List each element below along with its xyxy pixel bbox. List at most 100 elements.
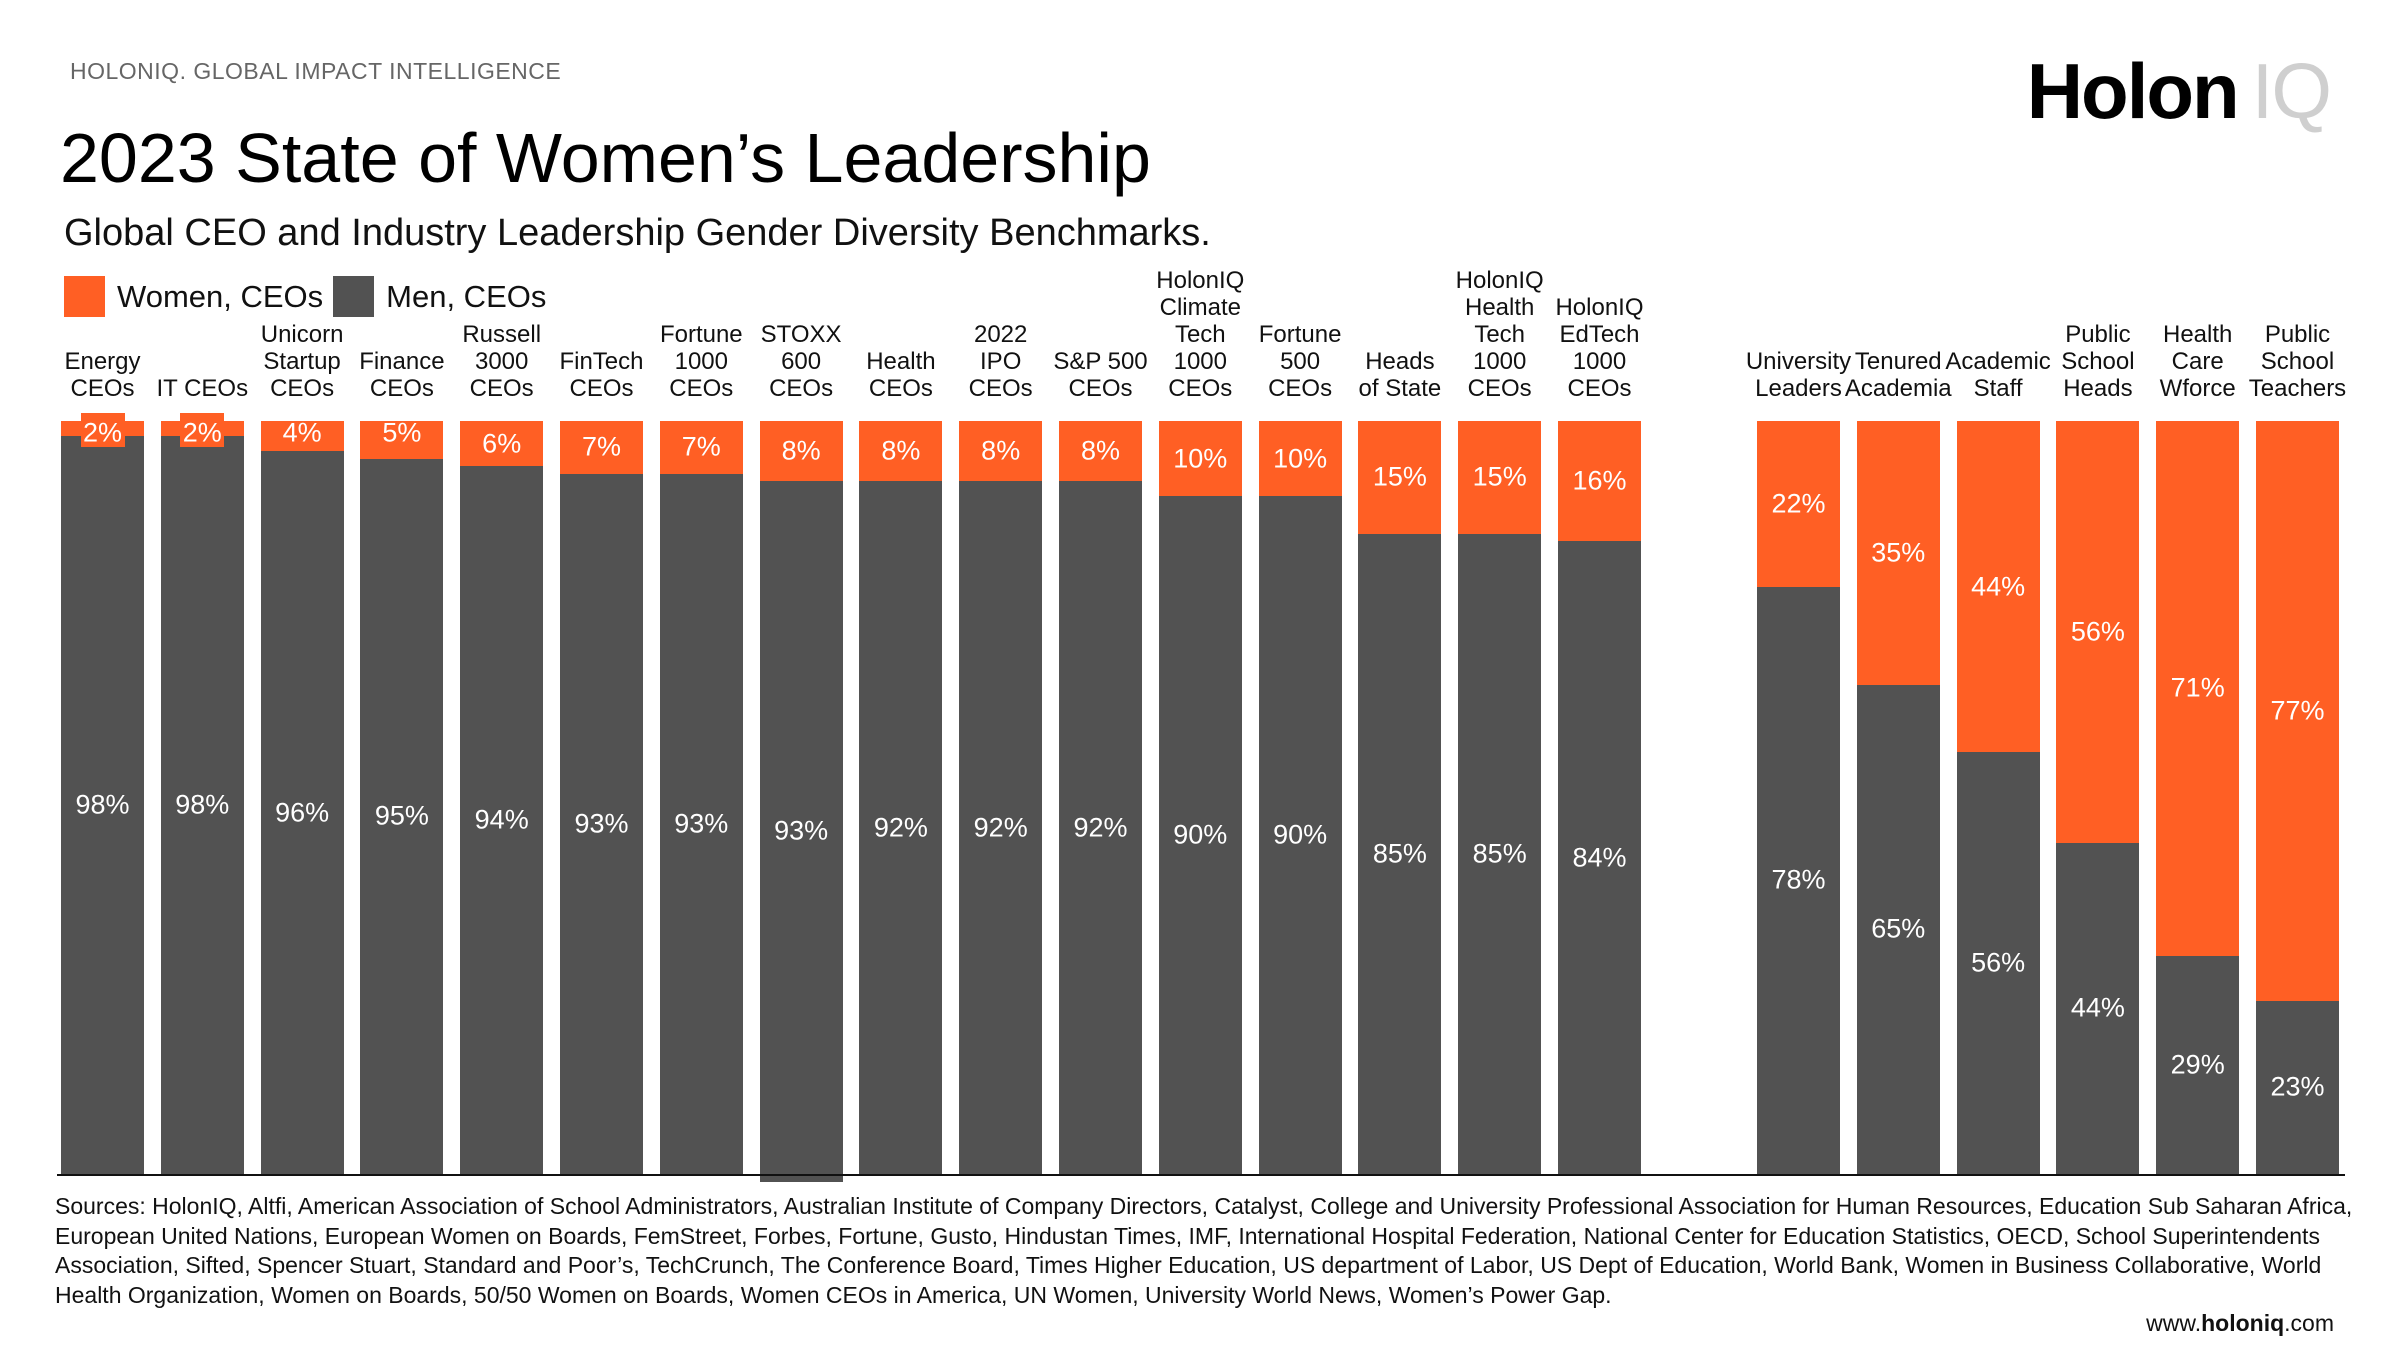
bar-women: [2156, 421, 2240, 956]
men-value-label: 98%: [75, 789, 130, 820]
category-label: Fortune 500 CEOs: [1258, 321, 1342, 402]
site-suffix: .com: [2284, 1310, 2334, 1336]
category-label: STOXX 600 CEOs: [760, 321, 842, 402]
men-value-label: 65%: [1871, 913, 1926, 944]
men-value-label: 56%: [1971, 947, 2026, 978]
category-label: Heads of State: [1358, 348, 1442, 402]
category-label: FinTech CEOs: [559, 348, 644, 402]
category-label: HolonIQ Climate Tech 1000 CEOs: [1156, 267, 1245, 402]
bar-women: [1258, 421, 1342, 497]
bar-men: [1358, 533, 1442, 1174]
bar-men: [659, 473, 743, 1174]
bar-women: [460, 421, 544, 467]
women-value-label: 10%: [1273, 443, 1328, 474]
chart-subtitle: Global CEO and Industry Leadership Gende…: [64, 212, 1211, 254]
legend-item-men: Men, CEOs: [333, 276, 546, 317]
bar-men: [1757, 586, 1840, 1174]
bar-men: [759, 481, 843, 1182]
men-value-label: 94%: [474, 804, 529, 835]
bar-women: [1856, 421, 1940, 685]
bar-women: [1358, 421, 1442, 534]
women-value-label: 7%: [581, 431, 622, 462]
women-value-label: 7%: [681, 431, 721, 462]
men-value-label: 85%: [1472, 838, 1527, 869]
men-value-label: 98%: [175, 789, 230, 820]
women-value-label: 4%: [282, 417, 322, 448]
legend-item-women: Women, CEOs: [64, 276, 323, 317]
bar-women: [1956, 421, 2040, 753]
category-label: Russell 3000 CEOs: [462, 321, 542, 402]
site-bold: holoniq: [2201, 1310, 2285, 1336]
bar-men: [859, 481, 943, 1174]
bar-women: [1757, 421, 1840, 587]
women-value-label: 8%: [981, 435, 1021, 466]
legend-label-men: Men, CEOs: [386, 278, 547, 314]
women-value-label: 22%: [1771, 488, 1826, 519]
chart-title: 2023 State of Women’s Leadership: [60, 119, 1151, 197]
men-value-label: 84%: [1572, 842, 1627, 873]
women-label-box: [180, 413, 225, 447]
bar-women: [560, 421, 643, 474]
men-value-label: 93%: [574, 808, 629, 839]
bar-women: [959, 421, 1043, 482]
bar-women: [2056, 421, 2140, 843]
category-label: Tenured Academia: [1844, 348, 1952, 402]
bar-men: [1258, 496, 1342, 1174]
men-value-label: 44%: [2070, 992, 2125, 1023]
bar-men: [1856, 684, 1940, 1174]
women-value-label: 2%: [82, 417, 123, 448]
women-value-label: 35%: [1871, 537, 1926, 568]
bar-men: [1956, 752, 2040, 1174]
category-label: S&P 500 CEOs: [1053, 348, 1148, 402]
women-value-label: 8%: [881, 435, 921, 466]
bar-men: [61, 436, 144, 1174]
bar-women: [1059, 421, 1142, 482]
women-value-label: 77%: [2270, 695, 2325, 726]
bar-men: [1158, 496, 1242, 1174]
category-label: Public School Heads: [2061, 321, 2135, 402]
women-value-label: 2%: [182, 417, 222, 448]
men-value-label: 90%: [1173, 819, 1228, 850]
legend: Women, CEOs Men, CEOs: [64, 276, 556, 317]
category-label: Public School Teachers: [2248, 321, 2347, 402]
men-value-label: 92%: [1073, 812, 1128, 843]
men-value-label: 93%: [674, 808, 729, 839]
bar-men: [160, 436, 244, 1174]
bar-men: [959, 481, 1043, 1174]
men-value-label: 29%: [2170, 1049, 2225, 1080]
women-value-label: 6%: [482, 428, 522, 459]
holoniq-logo: Holon IQ: [2026, 47, 2332, 135]
women-label-box: [80, 413, 125, 447]
women-value-label: 16%: [1572, 465, 1627, 496]
women-value-label: 10%: [1173, 443, 1228, 474]
bar-men: [2256, 1000, 2339, 1174]
sources-text: Sources: HolonIQ, Altfi, American Associ…: [55, 1193, 2353, 1308]
bar-women: [859, 421, 943, 482]
bar-men: [560, 473, 643, 1174]
website-url: www.holoniq.com: [2146, 1310, 2334, 1337]
women-value-label: 8%: [1080, 435, 1121, 466]
bar-men: [1558, 541, 1641, 1174]
men-value-label: 90%: [1273, 819, 1328, 850]
bar-women: [1158, 421, 1242, 497]
bar-men: [1059, 481, 1142, 1174]
category-label: Academic Staff: [1945, 348, 2051, 402]
category-label: IT CEOs: [156, 375, 249, 402]
category-label: HolonIQ EdTech 1000 CEOs: [1555, 294, 1644, 402]
men-value-label: 95%: [374, 800, 429, 831]
men-value-label: 92%: [973, 812, 1028, 843]
legend-label-women: Women, CEOs: [117, 278, 324, 314]
bar-men: [360, 458, 444, 1174]
bar-men: [2056, 842, 2140, 1174]
bar-women: [360, 421, 444, 459]
men-value-label: 78%: [1771, 864, 1826, 895]
category-label: Finance CEOs: [359, 348, 445, 402]
men-value-label: 93%: [774, 815, 829, 846]
women-value-label: 8%: [781, 435, 821, 466]
women-value-label: 71%: [2170, 672, 2225, 703]
legend-swatch-women: [64, 276, 105, 317]
bar-women: [1558, 421, 1641, 542]
women-value-label: 15%: [1472, 461, 1527, 492]
x-axis-line: [57, 1174, 2345, 1176]
category-label: Health CEOs: [866, 348, 936, 402]
